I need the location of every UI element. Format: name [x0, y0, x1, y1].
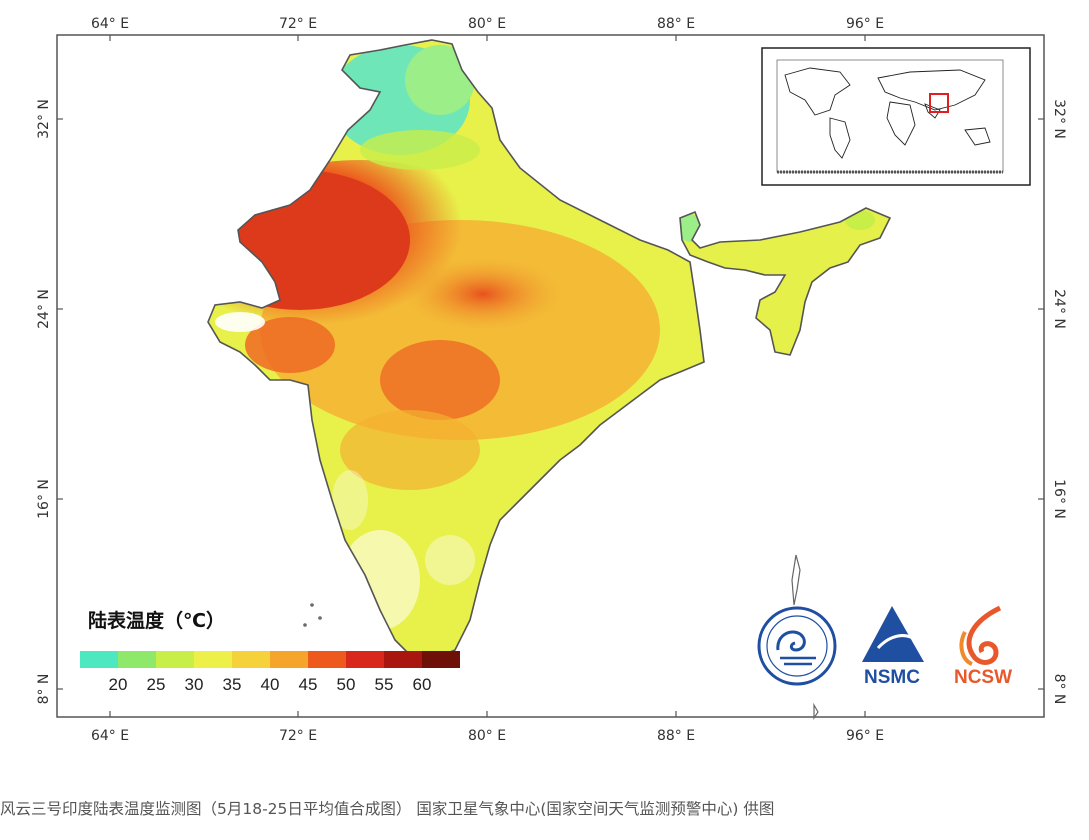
legend-swatch: [422, 651, 460, 668]
nsmc-logo-text: NSMC: [864, 667, 920, 688]
lat-label-left: 32° N: [36, 99, 52, 139]
lon-label-bottom: 72° E: [279, 728, 317, 744]
nsmc-logo: NSMC: [862, 606, 924, 688]
legend-swatch: [194, 651, 232, 668]
lon-label-bottom: 96° E: [846, 728, 884, 744]
legend-swatch: [80, 651, 118, 668]
legend-tick-label: 25: [147, 675, 166, 694]
legend-swatch: [270, 651, 308, 668]
bottom-longitude-labels: 64° E 72° E 80° E 88° E 96° E: [91, 728, 884, 744]
lat-label-left: 16° N: [36, 479, 52, 519]
latitude-ticks: [57, 118, 1044, 690]
longitude-ticks: [109, 35, 866, 717]
legend-swatch: [308, 651, 346, 668]
legend-tick-label: 40: [261, 675, 280, 694]
india-border: [207, 39, 705, 661]
legend-tick-label: 35: [223, 675, 242, 694]
legend-swatch: [346, 651, 384, 668]
lon-label-bottom: 64° E: [91, 728, 129, 744]
lon-label-top: 96° E: [846, 16, 884, 32]
inset-highlight: [929, 93, 949, 113]
andaman-islands: [303, 554, 819, 720]
legend-tick-label: 45: [299, 675, 318, 694]
legend-tick-labels: 20 25 30 35 40 45 50 55 60: [109, 675, 432, 694]
legend-tick-label: 20: [109, 675, 128, 694]
left-latitude-labels: 32° N 24° N 16° N 8° N: [36, 99, 52, 704]
lon-label-top: 64° E: [91, 16, 129, 32]
lat-label-left: 8° N: [36, 674, 52, 705]
lat-label-right: 24° N: [1051, 289, 1067, 329]
lon-label-top: 88° E: [657, 16, 695, 32]
lat-label-right: 8° N: [1051, 674, 1067, 705]
inset-world-map: [761, 47, 1031, 186]
figure-caption: 风云三号印度陆表温度监测图（5月18-25日平均值合成图） 国家卫星气象中心(国…: [0, 800, 775, 818]
ncsw-logo: NCSW: [954, 605, 1012, 688]
legend-swatch: [384, 651, 422, 668]
lat-label-left: 24° N: [36, 289, 52, 329]
legend-tick-label: 60: [413, 675, 432, 694]
legend-tick-label: 30: [185, 675, 204, 694]
lon-label-bottom: 80° E: [468, 728, 506, 744]
legend-colorbar: [80, 651, 460, 668]
lat-label-right: 32° N: [1051, 99, 1067, 139]
lon-label-bottom: 88° E: [657, 728, 695, 744]
right-latitude-labels: 32° N 24° N 16° N 8° N: [1051, 99, 1067, 704]
legend-swatch: [118, 651, 156, 668]
ncsw-logo-text: NCSW: [954, 667, 1012, 688]
lon-label-top: 80° E: [468, 16, 506, 32]
northeast-border: [679, 207, 892, 356]
temperature-legend: 陆表温度（℃） 20 25 30 35 40 45 50 55 60: [80, 609, 460, 694]
legend-tick-label: 55: [375, 675, 394, 694]
legend-swatch: [156, 651, 194, 668]
lat-label-right: 16° N: [1051, 479, 1067, 519]
legend-swatch: [232, 651, 270, 668]
cma-logo: [757, 606, 837, 686]
legend-tick-label: 50: [337, 675, 356, 694]
legend-title: 陆表温度（℃）: [88, 609, 225, 632]
top-longitude-labels: 64° E 72° E 80° E 88° E 96° E: [91, 16, 884, 32]
lon-label-top: 72° E: [279, 16, 317, 32]
